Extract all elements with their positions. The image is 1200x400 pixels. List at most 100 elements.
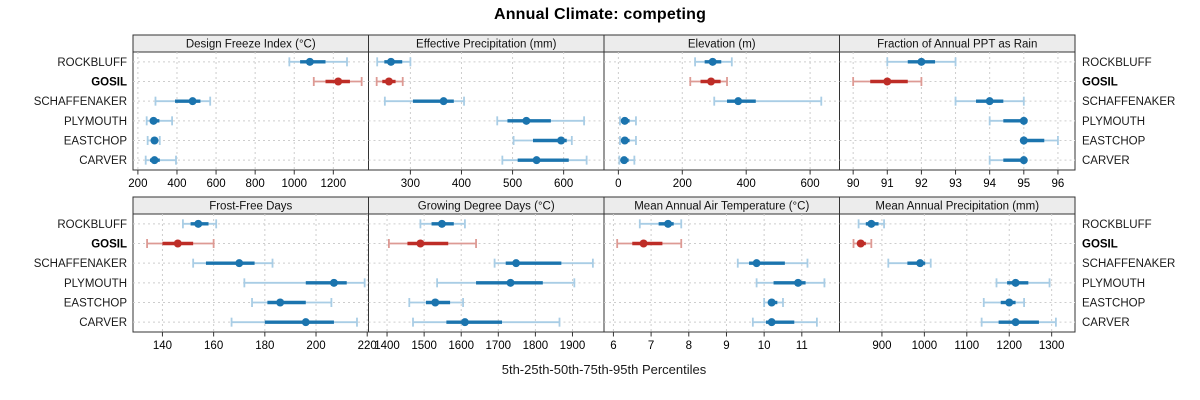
median-dot <box>150 156 159 165</box>
chart-title: Annual Climate: competing <box>493 6 707 23</box>
axis-tick-label: 800 <box>246 178 265 190</box>
percentile-row <box>713 96 823 106</box>
percentile-row <box>852 77 923 86</box>
median-dot <box>767 298 776 307</box>
row-label-left: SCHAFFENAKER <box>34 96 127 108</box>
panel-title: Fraction of Annual PPT as Rain <box>877 39 1037 51</box>
median-dot <box>708 57 717 66</box>
median-dot <box>384 77 393 86</box>
row-label-right: GOSIL <box>1082 239 1118 251</box>
percentile-row <box>375 77 404 86</box>
median-dot <box>173 239 182 248</box>
percentile-row <box>755 278 826 288</box>
axis-tick-label: 1000 <box>912 340 938 352</box>
percentile-row <box>619 136 637 145</box>
panel-2: Elevation (m) 0 200 400 600 <box>603 34 840 190</box>
axis-tick-label: 11 <box>796 340 808 352</box>
axis-tick-label: 91 <box>881 178 894 190</box>
panel-title: Growing Degree Days (°C) <box>418 201 555 213</box>
percentile-row <box>288 57 348 67</box>
median-dot <box>707 77 716 86</box>
axis-tick-label: 1300 <box>1039 340 1065 352</box>
row-label-left: CARVER <box>79 317 127 329</box>
panel-border <box>368 213 605 333</box>
axis-tick-label: 96 <box>1052 178 1065 190</box>
percentile-row <box>638 219 683 229</box>
median-dot <box>767 318 776 327</box>
row-label-left: PLYMOUTH <box>64 278 127 290</box>
axis-tick-label: 0 <box>615 178 621 190</box>
row-label-right: EASTCHOP <box>1082 298 1146 310</box>
axis-tick-label: 160 <box>204 340 223 352</box>
panel-title: Frost-Free Days <box>209 201 292 213</box>
median-dot <box>1019 156 1028 165</box>
median-dot <box>856 239 865 248</box>
median-dot <box>301 318 310 327</box>
percentile-row <box>501 155 588 165</box>
axis-tick-label: 7 <box>648 340 654 352</box>
panel-border <box>839 51 1076 171</box>
axis-tick-label: 140 <box>153 340 172 352</box>
percentile-row <box>995 278 1051 288</box>
percentile-row <box>988 155 1028 165</box>
median-dot <box>620 116 629 125</box>
axis-tick-label: 500 <box>503 178 522 190</box>
row-label-right: GOSIL <box>1082 77 1118 89</box>
panel-7: Mean Annual Precipitation (mm) 900 1000 110… <box>839 196 1076 352</box>
axis-tick-label: 600 <box>554 178 573 190</box>
median-dot <box>188 97 197 106</box>
row-label-right: ROCKBLUFF <box>1082 219 1152 231</box>
percentile-row <box>616 239 683 248</box>
axis-tick-label: 300 <box>401 178 420 190</box>
median-dot <box>620 156 629 165</box>
panel-title: Elevation (m) <box>688 39 756 51</box>
axis-tick-label: 92 <box>915 178 928 190</box>
axis-tick-label: 95 <box>1017 178 1030 190</box>
percentile-row <box>493 258 594 268</box>
panel-5: Growing Degree Days (°C) 1400 1500 1600 1700… <box>368 196 605 352</box>
median-dot <box>431 298 440 307</box>
panel-3: Fraction of Annual PPT as Rain 90 91 92 93 94… <box>839 34 1076 190</box>
median-dot <box>734 97 743 106</box>
percentile-row <box>146 136 161 145</box>
median-dot <box>437 219 446 228</box>
median-dot <box>620 136 629 145</box>
row-label-right: SCHAFFENAKER <box>1082 258 1175 270</box>
percentile-row <box>763 298 784 307</box>
row-label-left: EASTCHOP <box>64 298 128 310</box>
median-dot <box>386 57 395 66</box>
percentile-row <box>154 96 212 106</box>
row-label-left: EASTCHOP <box>64 136 128 148</box>
axis-tick-label: 90 <box>847 178 860 190</box>
row-label-right: SCHAFFENAKER <box>1082 96 1175 108</box>
percentile-row <box>412 317 561 327</box>
axis-tick-label: 180 <box>255 340 274 352</box>
median-dot <box>1011 278 1020 287</box>
median-dot <box>334 77 343 86</box>
axis-tick-label: 220 <box>358 340 377 352</box>
axis-tick-label: 1900 <box>560 340 586 352</box>
median-dot <box>1005 298 1014 307</box>
row-label-left: GOSIL <box>91 239 127 251</box>
percentile-row <box>852 239 873 248</box>
panel-0: Design Freeze Index (°C) 200 400 600 800 1000… <box>128 34 369 190</box>
row-label-right: EASTCHOP <box>1082 136 1146 148</box>
row-label-right: CARVER <box>1082 155 1130 167</box>
percentile-row <box>376 57 412 67</box>
panel-border <box>603 213 840 333</box>
percentile-row <box>689 77 728 86</box>
percentile-row <box>857 219 885 229</box>
axis-tick-label: 1800 <box>523 340 549 352</box>
axis-tick-label: 8 <box>686 340 692 352</box>
percentile-row <box>736 258 809 268</box>
panel-border <box>603 51 840 171</box>
median-dot <box>794 278 803 287</box>
median-dot <box>416 239 425 248</box>
axis-tick-label: 400 <box>167 178 186 190</box>
percentile-row <box>419 219 466 229</box>
row-label-right: CARVER <box>1082 317 1130 329</box>
axis-tick-label: 900 <box>872 340 891 352</box>
percentile-row <box>145 116 173 126</box>
percentile-row <box>980 317 1057 327</box>
axis-tick-label: 1200 <box>996 340 1022 352</box>
